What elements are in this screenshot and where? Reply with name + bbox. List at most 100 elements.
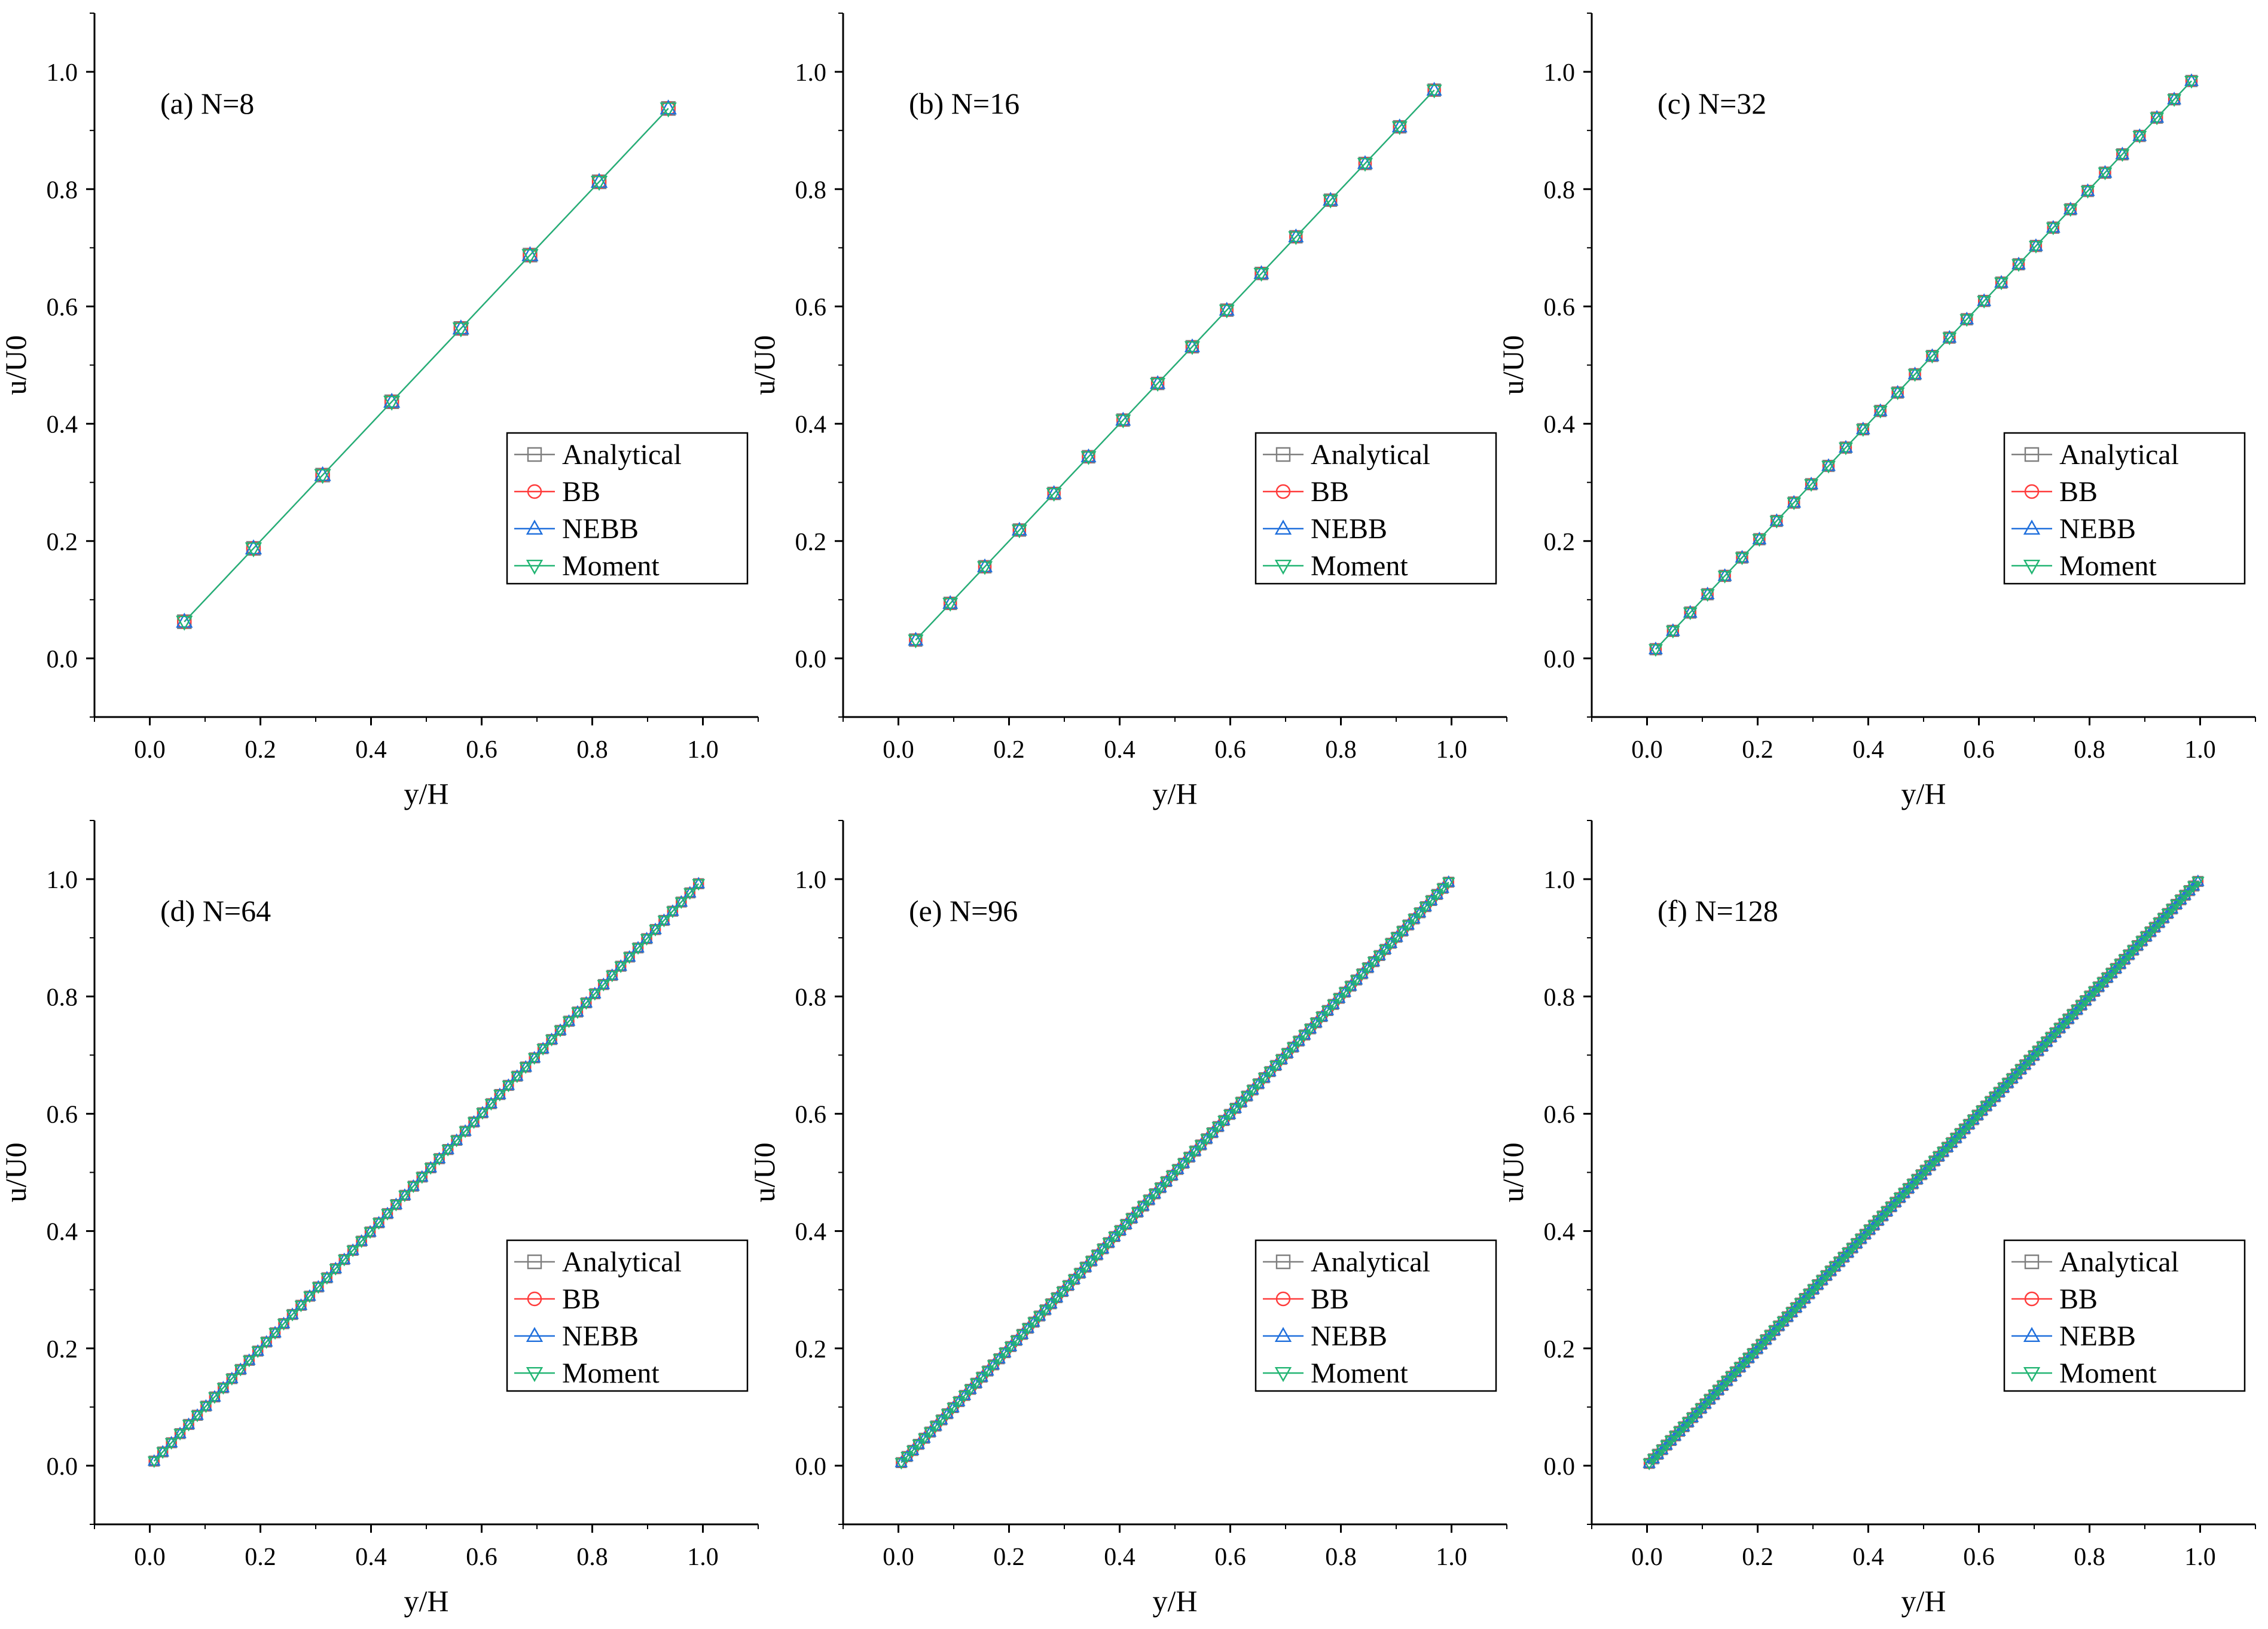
legend-label-analytical: Analytical (562, 439, 682, 471)
data-point-nebb (260, 1335, 273, 1347)
data-point-moment (364, 1227, 377, 1239)
legend-box (1254, 432, 1497, 585)
data-point-moment (2092, 982, 2105, 994)
data-point-moment (2167, 94, 2182, 107)
y-tick-label: 1.0 (47, 867, 78, 894)
data-point-nebb (476, 1106, 489, 1118)
data-point-moment (2118, 954, 2131, 966)
legend-label-bb: BB (1311, 476, 1349, 508)
data-point-moment (976, 561, 993, 575)
data-point-nebb (640, 932, 654, 944)
data-point-nebb (987, 1358, 1000, 1369)
data-point-nebb (493, 1087, 506, 1099)
data-point-moment (1253, 268, 1269, 282)
data-point-moment (942, 597, 959, 612)
data-point-moment (1994, 277, 2009, 291)
x-tick-label: 0.2 (245, 736, 276, 764)
x-axis-title: y/H (1901, 1584, 1946, 1618)
data-point-nebb (510, 1069, 524, 1081)
data-point-nebb (381, 1206, 394, 1219)
data-point-nebb (1183, 1150, 1196, 1162)
data-point-moment (1690, 1408, 1704, 1420)
data-point-nebb (2167, 91, 2182, 105)
data-point-moment (268, 1328, 282, 1340)
legend-marker-analytical (1275, 447, 1291, 462)
data-point-moment (314, 469, 331, 484)
data-point-moment (2058, 1018, 2071, 1031)
data-point-moment (303, 1291, 316, 1304)
series-moment (908, 84, 1442, 649)
data-point-moment (2070, 1005, 2084, 1017)
y-axis-title: u/U0 (747, 1143, 781, 1203)
data-point-moment (579, 998, 593, 1010)
data-point-moment (1804, 479, 1819, 492)
data-point-moment (1889, 1197, 1902, 1209)
x-tick-label: 0.0 (883, 1543, 914, 1571)
data-point-moment (1281, 1048, 1294, 1060)
data-point-nebb (1665, 623, 1680, 636)
series-moment (176, 102, 677, 631)
data-point-moment (1373, 951, 1386, 963)
y-tick-label: 0.4 (47, 411, 78, 439)
legend-box (506, 1239, 749, 1392)
data-point-nebb (173, 1426, 187, 1438)
data-point-moment (908, 634, 924, 649)
data-point-moment (1257, 1073, 1271, 1085)
data-point-nebb (1080, 448, 1097, 462)
data-point-moment (2157, 913, 2170, 925)
data-point-moment (1686, 1413, 1699, 1425)
data-point-nebb (2115, 147, 2130, 160)
data-point-moment (2184, 76, 2199, 89)
data-point-nebb (294, 1298, 308, 1310)
data-point-nebb (981, 1363, 994, 1376)
data-point-nebb (484, 1096, 498, 1109)
data-point-moment (1837, 1252, 1851, 1264)
data-point-moment (527, 1053, 541, 1065)
data-point-moment (941, 1409, 954, 1421)
data-point-moment (906, 1445, 920, 1458)
data-point-nebb (1367, 954, 1381, 966)
data-point-nebb (1350, 973, 1363, 985)
data-point-nebb (1125, 1211, 1138, 1223)
data-point-moment (1785, 1307, 1799, 1319)
data-point-moment (964, 1384, 977, 1396)
data-point-nebb (1804, 476, 1819, 490)
data-point-moment (2006, 1073, 2019, 1086)
data-point-moment (1729, 1367, 1742, 1379)
data-point-nebb (1391, 118, 1408, 133)
data-point-moment (1880, 1207, 1894, 1219)
data-point-moment (1841, 1248, 1855, 1260)
data-point-moment (1906, 1179, 1919, 1191)
data-point-moment (1953, 1128, 1967, 1141)
data-point-moment (1925, 350, 1940, 364)
data-point-moment (1876, 1211, 1890, 1223)
data-point-nebb (1821, 458, 1836, 471)
data-point-moment (1159, 1177, 1173, 1189)
data-point-moment (1107, 1232, 1121, 1244)
data-point-nebb (303, 1289, 316, 1301)
data-point-moment (1119, 1219, 1133, 1231)
data-point-moment (657, 916, 671, 928)
data-point-nebb (1683, 605, 1698, 618)
data-point-nebb (1321, 1003, 1335, 1015)
data-point-moment (2144, 927, 2157, 939)
data-point-moment (590, 175, 608, 191)
data-point-nebb (389, 1197, 403, 1209)
data-point-nebb (1298, 1027, 1311, 1040)
data-point-nebb (975, 1370, 989, 1382)
data-point-moment (2126, 945, 2140, 957)
data-point-moment (1102, 1238, 1116, 1250)
data-point-moment (1942, 332, 1957, 346)
series-moment (895, 877, 1455, 1470)
data-point-nebb (441, 1142, 454, 1154)
legend-label-bb: BB (2059, 1283, 2098, 1315)
data-point-nebb (1102, 1236, 1116, 1247)
legend-marker-nebb (1274, 519, 1292, 535)
data-point-nebb (1131, 1205, 1144, 1217)
data-point-moment (1664, 1436, 1678, 1448)
data-point-nebb (191, 1408, 204, 1420)
data-point-nebb (245, 539, 262, 555)
data-point-nebb (666, 904, 679, 916)
data-point-moment (1897, 1188, 1911, 1200)
